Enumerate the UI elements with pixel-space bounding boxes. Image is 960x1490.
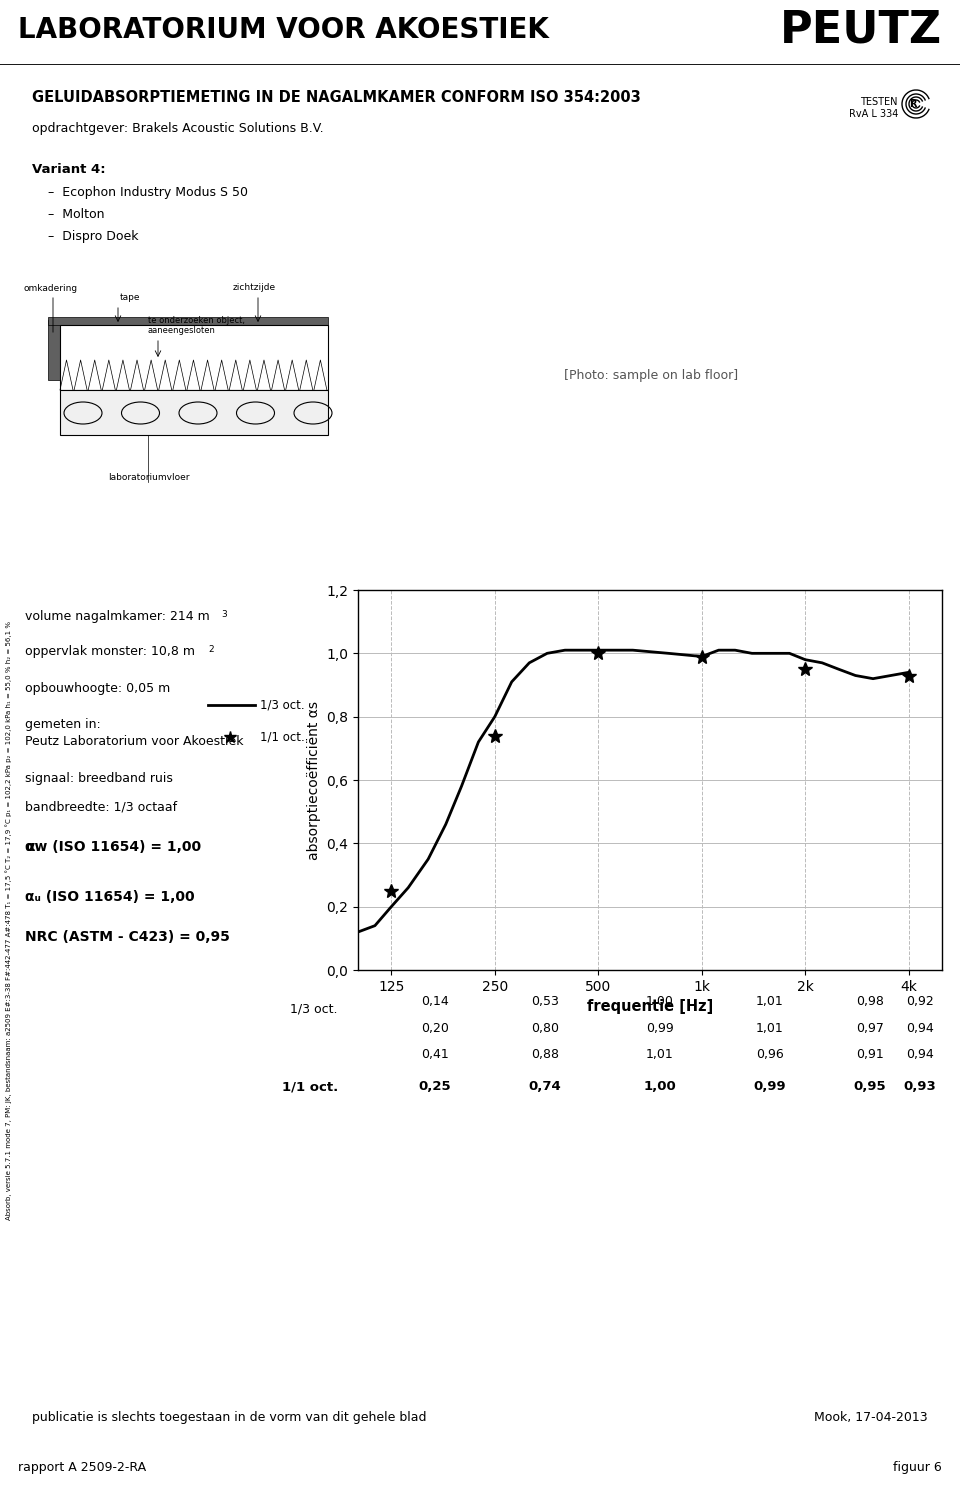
Text: 1/1 oct.: 1/1 oct. [281,1080,338,1094]
Text: 1,01: 1,01 [756,1022,784,1036]
Text: 0,53: 0,53 [531,995,559,1009]
Text: 3: 3 [221,609,227,618]
Text: αw (ISO 11654) = 1,00: αw (ISO 11654) = 1,00 [25,840,202,854]
Text: 0,99: 0,99 [646,1022,674,1036]
Text: Peutz Laboratorium voor Akoestiek: Peutz Laboratorium voor Akoestiek [25,735,244,748]
Text: 0,74: 0,74 [529,1080,562,1094]
Text: 0,41: 0,41 [421,1047,449,1061]
Text: publicatie is slechts toegestaan in de vorm van dit gehele blad: publicatie is slechts toegestaan in de v… [32,1411,426,1424]
Text: Variant 4:: Variant 4: [32,162,106,176]
Text: 0,95: 0,95 [853,1080,886,1094]
Text: 0,91: 0,91 [856,1047,884,1061]
Text: laboratoriumvloer: laboratoriumvloer [108,472,189,481]
Text: 0,88: 0,88 [531,1047,559,1061]
Text: 0,20: 0,20 [421,1022,449,1036]
Text: αᵤ (ISO 11654) = 1,00: αᵤ (ISO 11654) = 1,00 [25,890,195,904]
Text: 1,00: 1,00 [646,995,674,1009]
Text: signaal: breedband ruis: signaal: breedband ruis [25,772,173,785]
Text: Absorb, versie 5.7.1 mode 7, PM: JK, bestandsnaam: a2509 E#:3-38 F#:442-477 A#:4: Absorb, versie 5.7.1 mode 7, PM: JK, bes… [6,620,12,1219]
Text: 0,14: 0,14 [421,995,449,1009]
Text: bandbreedte: 1/3 octaaf: bandbreedte: 1/3 octaaf [25,800,178,814]
Text: GELUIDABSORPTIEMETING IN DE NAGALMKAMER CONFORM ISO 354:2003: GELUIDABSORPTIEMETING IN DE NAGALMKAMER … [32,89,640,104]
Text: rapport A 2509-2-RA: rapport A 2509-2-RA [18,1460,146,1474]
Text: α: α [25,840,35,854]
Bar [60,390,328,435]
Text: 0,93: 0,93 [903,1080,936,1094]
Bar [48,320,60,380]
Text: –  Dispro Doek: – Dispro Doek [48,229,138,243]
Text: NRC (ASTM - C423) = 0,95: NRC (ASTM - C423) = 0,95 [25,930,229,945]
Text: 1/3 oct.: 1/3 oct. [291,1001,338,1015]
X-axis label: frequentie [Hz]: frequentie [Hz] [587,1000,713,1015]
Text: LABORATORIUM VOOR AKOESTIEK: LABORATORIUM VOOR AKOESTIEK [18,16,549,45]
Text: [Photo: sample on lab floor]: [Photo: sample on lab floor] [564,368,738,381]
Text: gemeten in:: gemeten in: [25,718,101,732]
Text: 0,96: 0,96 [756,1047,784,1061]
Text: 0,99: 0,99 [754,1080,786,1094]
Text: 0,97: 0,97 [856,1022,884,1036]
Text: 0,25: 0,25 [419,1080,451,1094]
Text: 1,01: 1,01 [756,995,784,1009]
Text: –  Ecophon Industry Modus S 50: – Ecophon Industry Modus S 50 [48,186,248,200]
Text: R: R [909,98,917,109]
Text: opdrachtgever: Brakels Acoustic Solutions B.V.: opdrachtgever: Brakels Acoustic Solution… [32,122,324,136]
Text: 1,01: 1,01 [646,1047,674,1061]
Text: 0,94: 0,94 [906,1022,934,1036]
Text: figuur 6: figuur 6 [893,1460,942,1474]
Bar [60,325,328,390]
Text: –  Molton: – Molton [48,209,105,221]
Text: tape: tape [120,294,140,302]
Text: PEUTZ: PEUTZ [780,9,942,52]
Text: 0,98: 0,98 [856,995,884,1009]
Text: volume nagalmkamer: 214 m: volume nagalmkamer: 214 m [25,609,209,623]
Text: oppervlak monster: 10,8 m: oppervlak monster: 10,8 m [25,645,195,659]
Text: opbouwhoogte: 0,05 m: opbouwhoogte: 0,05 m [25,682,170,694]
Bar [48,317,328,325]
Text: 0,94: 0,94 [906,1047,934,1061]
Text: 1,00: 1,00 [643,1080,677,1094]
Text: TESTEN
RvA L 334: TESTEN RvA L 334 [849,97,898,119]
Text: 1/3 oct.: 1/3 oct. [260,699,304,712]
Y-axis label: absorptiecoëfficiënt αs: absorptiecoëfficiënt αs [307,700,321,860]
Text: Mook, 17-04-2013: Mook, 17-04-2013 [814,1411,928,1424]
Text: 0,80: 0,80 [531,1022,559,1036]
Text: zichtzijde: zichtzijde [233,283,276,292]
Text: omkadering: omkadering [23,285,77,294]
Text: 1/1 oct.: 1/1 oct. [260,730,304,744]
Text: 2: 2 [208,645,214,654]
Text: 0,92: 0,92 [906,995,934,1009]
Text: te onderzoeken object,
aaneengesloten: te onderzoeken object, aaneengesloten [148,316,245,335]
